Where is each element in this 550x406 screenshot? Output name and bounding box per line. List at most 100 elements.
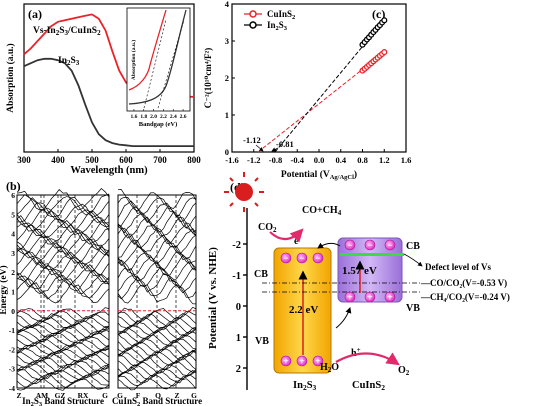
cuins2-hole-sign: +	[387, 293, 393, 304]
in2s3-gap-label: 2.2 eV	[289, 304, 318, 316]
band-line-0	[16, 188, 110, 211]
cuins2-cb-label: CB	[406, 241, 420, 252]
band-line-0	[16, 361, 110, 376]
legend-cuins2-label: CuInS2	[267, 9, 295, 21]
x-tick-label: 800	[187, 155, 201, 165]
x-tick-label: -0.4	[291, 155, 305, 165]
in2s3-name: In2S3	[293, 380, 317, 392]
in2s3-band-block: 2.2 eV	[273, 247, 332, 374]
inset-x-axis-label: Bandgap (eV)	[139, 121, 177, 128]
inset-tick-label: 1.6	[130, 114, 137, 120]
band-line-0	[16, 196, 110, 218]
cuins2-vb-label: VB	[406, 303, 420, 314]
band-line-0	[16, 344, 110, 357]
ch4-redox-label: —CH₄/CO₂(V=-0.24 V)	[420, 292, 510, 302]
k-point-label: G	[117, 391, 123, 400]
k-point-label: Z	[16, 391, 21, 400]
band-line-0	[16, 263, 110, 288]
band-line-0	[16, 210, 110, 233]
band-lines	[16, 188, 197, 391]
x-tick-label: 0.0	[314, 155, 325, 165]
y-tick-label: 1	[11, 288, 15, 297]
cuins2-electron	[364, 239, 376, 251]
k-point-label: F	[136, 391, 141, 400]
panel-b-label: (b)	[6, 179, 21, 193]
fit-line-1	[274, 19, 385, 153]
band-line-0	[16, 207, 110, 229]
data-point-0	[381, 49, 388, 56]
band-line-0	[16, 220, 110, 241]
x-tick-label: -0.8	[269, 155, 282, 165]
band-line-0	[16, 357, 110, 370]
water-oxidation-arrow	[335, 352, 400, 366]
band-line-0	[16, 223, 110, 245]
co-ch4-products: CO+CH4	[302, 205, 342, 217]
panel-c-plot-area	[257, 17, 388, 153]
panel-a-inset: 1.6 1.8 2.0 2.2 2.4 2.6 Bandgap (eV) Absorpti…	[126, 7, 191, 128]
x-tick-label: 700	[153, 155, 167, 165]
panel-b-k-points: Z AM GZ RX G G F Q Z G	[16, 391, 197, 400]
inset-frame	[126, 7, 191, 112]
y-tick-label: 1	[225, 110, 229, 120]
band-line-1	[117, 272, 197, 294]
panel-a-x-ticks: 300 400 500 600 700 800	[17, 149, 201, 165]
x-tick-label: 1.2	[379, 155, 390, 165]
y-tick-label: -2	[9, 345, 15, 354]
annotation-minus-1-12: -1.12	[243, 135, 261, 145]
band-line-0	[16, 238, 110, 260]
inset-tick-label: 2.4	[170, 114, 177, 120]
legend-cuins2-marker	[249, 10, 257, 18]
oxygen-product: O2	[398, 365, 410, 377]
x-tick-label: 0.8	[357, 155, 368, 165]
cuins2-electron-sign: −	[347, 241, 353, 252]
cuins2-electron	[344, 239, 356, 251]
band-line-0	[16, 193, 110, 216]
legend-in2s3-label: In2S3	[267, 20, 288, 32]
band-line-0	[16, 229, 110, 251]
band-line-0	[16, 313, 110, 327]
annotation-arrow-1-12	[255, 144, 264, 152]
band-line-0	[16, 350, 110, 363]
band-line-1	[117, 222, 197, 245]
in2s3-hole-sign: +	[315, 357, 321, 368]
potential-tick-label: -1	[232, 271, 241, 282]
series-line-1	[23, 57, 194, 147]
band-line-0	[16, 342, 110, 355]
legend-in2s3: In2S3	[58, 56, 80, 67]
k-point-label: G	[102, 391, 108, 400]
potential-tick-label: 0	[236, 302, 241, 313]
in2s3-vb-label: VB	[255, 336, 269, 347]
band-line-0	[16, 261, 110, 283]
y-tick-label: -4	[9, 384, 15, 393]
x-tick-label: 0.4	[335, 155, 346, 165]
band-line-1	[117, 356, 197, 371]
band-line-0	[16, 352, 110, 366]
inset-tick-label: 2.2	[160, 114, 167, 120]
caption-in2s3-band-structure: In2S3 Band Structure	[22, 396, 104, 406]
band-line-0	[16, 365, 110, 379]
band-line-0	[16, 378, 110, 391]
annotation-arrow-0-81	[271, 147, 279, 152]
y-tick-label: -3	[9, 365, 15, 374]
cuins2-electron	[384, 239, 396, 251]
x-tick-label: 500	[85, 155, 99, 165]
water-reactant: H2O	[320, 362, 339, 374]
panel-c-y-axis-label: C⁻²(10¹⁰cm⁴/F²)	[203, 48, 213, 108]
k-point-label: RX	[78, 391, 89, 400]
panel-b-y-ticks: 6 5 4 3 2 1 0 -1 -2 -3 -4	[9, 191, 16, 393]
in2s3-electron-sign: −	[283, 254, 289, 265]
band-line-0	[16, 307, 110, 320]
band-line-0	[16, 325, 110, 339]
band-line-0	[16, 251, 110, 272]
inset-tick-label: 2.6	[180, 114, 187, 120]
x-tick-label: 400	[51, 155, 65, 165]
panel-c-y-ticks: 0 1 2 3 4	[225, 0, 235, 157]
panel-c: (c) -1.6 -1.2 -0.8 -0.4 0.0 0.4 0.8 1.2 1.6 0 1 2 3…	[203, 0, 411, 181]
band-line-0	[16, 334, 110, 348]
inset-tick-label: 2.0	[150, 114, 157, 120]
y-tick-label: 3	[225, 36, 229, 46]
band-line-0	[16, 269, 110, 291]
potential-axis-label: Potential (V vs. NHE)	[207, 247, 219, 349]
